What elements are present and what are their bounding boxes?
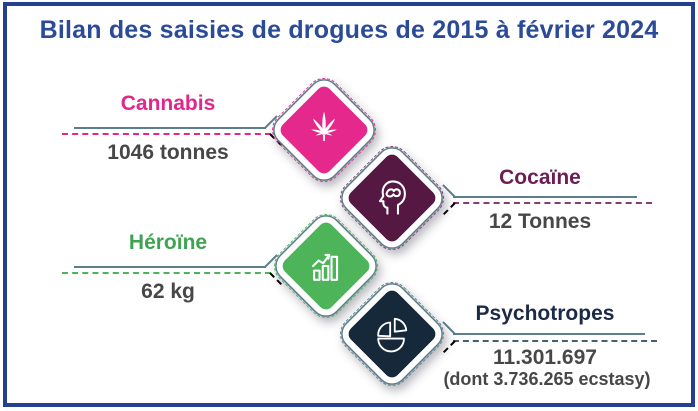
psychotropes-value-detail: (dont 3.736.265 ecstasy) (443, 369, 651, 389)
bar-chart-icon (303, 243, 349, 289)
cocaine-diamond-shape (336, 142, 448, 254)
heroine-value: 62 kg (141, 280, 195, 303)
psychotropes-diamond-shape (336, 278, 448, 390)
psychotropes-diamond (336, 278, 448, 390)
heroine-connector-line (74, 266, 266, 268)
cannabis-diamond-shape (268, 74, 380, 186)
heroine-label: Héroïne (128, 231, 208, 254)
psychotropes-connector-line (453, 333, 645, 335)
cannabis-diamond (268, 74, 380, 186)
heroine-diamond (270, 210, 382, 322)
cannabis-value: 1046 tonnes (107, 141, 229, 164)
cocaine-dashed-line (453, 202, 652, 204)
heroine-diamond-shape (270, 210, 382, 322)
psychotropes-value: 11.301.697 (493, 346, 597, 369)
head-profile-icon (369, 175, 415, 221)
page-title: Bilan des saisies de drogues de 2015 à f… (39, 16, 659, 44)
cocaine-diamond (336, 142, 448, 254)
cannabis-connector-line (74, 127, 266, 129)
cannabis-dashed-line (62, 133, 271, 135)
cannabis-leaf-icon (301, 107, 347, 153)
pie-chart-icon (369, 311, 415, 357)
psychotropes-label: Psychotropes (475, 302, 615, 325)
cannabis-label: Cannabis (120, 92, 216, 115)
cocaine-connector-line (453, 196, 637, 198)
cocaine-label: Cocaïne (499, 166, 581, 189)
psychotropes-dashed-line (453, 340, 657, 342)
cocaine-value: 12 Tonnes (488, 210, 592, 233)
heroine-dashed-line (62, 272, 271, 274)
